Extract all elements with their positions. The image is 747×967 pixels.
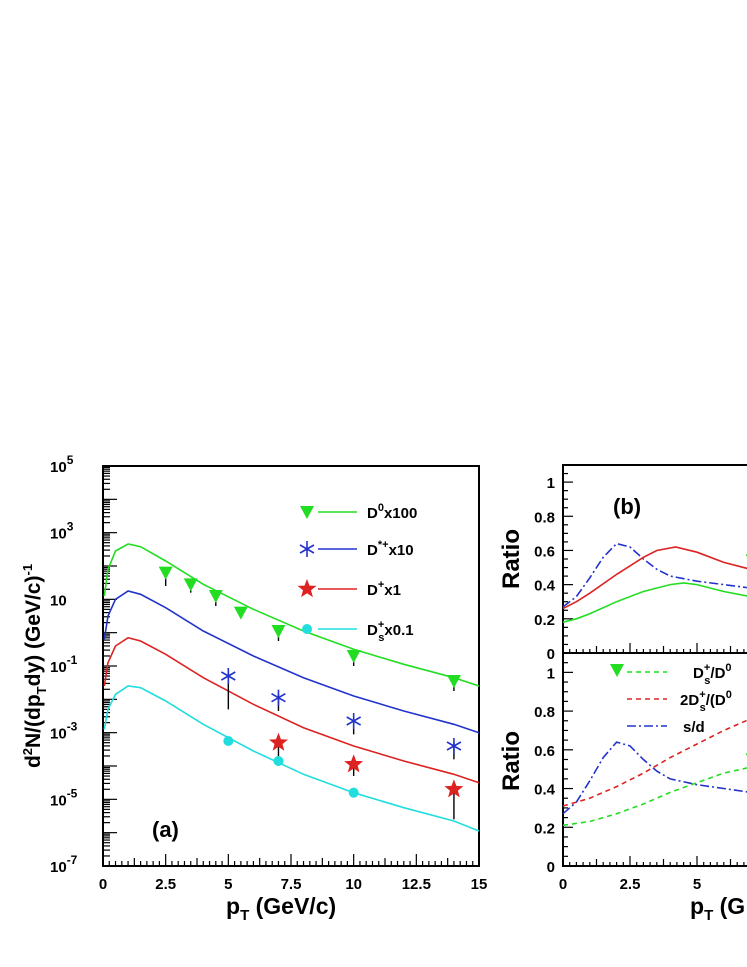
c-x-tick-label: 2.5 bbox=[620, 876, 641, 893]
a-curve-d0 bbox=[103, 543, 480, 687]
a-y-tick-label: 105 bbox=[50, 453, 74, 476]
a-point-d0 bbox=[446, 675, 461, 688]
c-y-tick-label: 0.6 bbox=[534, 743, 555, 760]
a-x-tick-label: 5 bbox=[224, 876, 232, 893]
c-curve-1 bbox=[562, 719, 747, 807]
a-legend-marker-ds bbox=[302, 624, 312, 634]
a-legend-label-ds: D+ sx0.1 bbox=[367, 619, 414, 644]
a-point-dplus bbox=[444, 779, 464, 798]
a-point-dplus bbox=[269, 732, 288, 751]
a-y-tick-label: 10-7 bbox=[50, 853, 78, 876]
b-y-tick-label: 0.2 bbox=[534, 612, 555, 629]
a-x-tick-label: 0 bbox=[99, 876, 107, 893]
a-curve-dstar bbox=[103, 590, 480, 734]
a-y-tick-label: 103 bbox=[50, 520, 74, 543]
a-point-dstar bbox=[346, 713, 362, 729]
panel-a-y-axis-title: d2N/(dpTdy) (GeV/c)-1 bbox=[20, 564, 49, 768]
a-legend-marker-dplus bbox=[297, 579, 317, 598]
a-x-tick-label: 15 bbox=[471, 876, 488, 893]
c-legend-label-1: 2D+ s/(D0 bbox=[680, 689, 732, 714]
c-x-tick-label: 0 bbox=[559, 876, 567, 893]
a-point-d0 bbox=[208, 590, 223, 603]
a-point-dstar bbox=[446, 738, 462, 754]
a-point-ds bbox=[223, 736, 234, 746]
a-point-dstar bbox=[271, 689, 286, 706]
a-point-dstar-stroke bbox=[446, 741, 462, 751]
a-point-d0 bbox=[233, 606, 248, 620]
a-legend-marker-dstar bbox=[299, 541, 315, 557]
a-point-d0 bbox=[183, 578, 198, 592]
a-curve-ds bbox=[103, 685, 480, 832]
a-y-tick-label: 10-5 bbox=[50, 786, 78, 809]
panel-b-frame bbox=[562, 464, 747, 654]
a-point-d0 bbox=[271, 625, 286, 638]
panel-c-x-axis-title: pT (G bbox=[690, 893, 745, 924]
c-legend-label-0: D+ s/D0 bbox=[693, 662, 732, 687]
panel-b-y-axis-title: Ratio bbox=[498, 529, 525, 589]
c-y-tick-label: 0.2 bbox=[534, 820, 555, 837]
b-y-tick-label: 0.4 bbox=[534, 578, 556, 595]
a-point-dstar-stroke bbox=[220, 671, 236, 681]
b-y-tick-label: 0.6 bbox=[534, 543, 555, 560]
b-curve-2 bbox=[562, 582, 747, 623]
a-point-d0 bbox=[346, 650, 361, 663]
panel-b-label: (b) bbox=[613, 494, 641, 519]
panel-b-ratios: 0 0.2 0.4 0.6 0.8 1 (b) Ratio bbox=[498, 464, 747, 663]
a-y-tick-label: 10-3 bbox=[50, 720, 78, 743]
c-y-tick-label: 1 bbox=[547, 665, 555, 682]
c-curve-2 bbox=[562, 767, 747, 827]
a-point-ds bbox=[348, 787, 359, 798]
b-y-tick-label: 1 bbox=[547, 475, 555, 492]
panel-a-x-axis-title: pT (GeV/c) bbox=[226, 893, 336, 924]
panel-a-label: (a) bbox=[152, 817, 179, 842]
a-legend-label-dplus: D+x1 bbox=[367, 579, 401, 599]
panel-a-spectra: 0 2.5 5 7.5 10 12.5 15 105 103 10 10-1 10-3 10-5 10-7… bbox=[20, 453, 487, 924]
c-y-tick-label: 0.8 bbox=[534, 704, 555, 721]
a-point-dplus bbox=[344, 754, 364, 773]
a-x-tick-label: 10 bbox=[345, 876, 362, 893]
a-point-dstar-stroke bbox=[346, 716, 362, 726]
c-y-tick-label: 0 bbox=[547, 859, 555, 876]
a-point-dstar-stroke bbox=[271, 692, 286, 703]
a-x-tick-label: 2.5 bbox=[155, 876, 176, 893]
a-legend-marker-d0 bbox=[300, 506, 314, 519]
panel-c-y-axis-title: Ratio bbox=[498, 731, 525, 791]
a-x-tick-label: 12.5 bbox=[402, 876, 431, 893]
a-legend-label-d0: D0x100 bbox=[367, 502, 417, 522]
a-legend-label-dstar: D*+x10 bbox=[367, 539, 414, 559]
a-y-tick-label: 10 bbox=[50, 592, 67, 609]
b-y-tick-label: 0 bbox=[547, 646, 555, 663]
a-y-tick-label: 10-1 bbox=[50, 653, 78, 676]
c-legend-label-2: s/d bbox=[683, 719, 705, 736]
a-point-d0 bbox=[158, 566, 173, 580]
a-curve-dplus bbox=[103, 636, 480, 784]
panel-a-frame bbox=[102, 465, 480, 867]
a-point-dstar bbox=[220, 668, 236, 684]
c-y-tick-label: 0.4 bbox=[534, 782, 556, 799]
panel-c-frame bbox=[562, 652, 747, 867]
b-curve-1 bbox=[562, 546, 747, 610]
a-point-ds bbox=[273, 756, 284, 766]
c-x-tick-label: 5 bbox=[693, 876, 701, 893]
b-y-tick-label: 0.8 bbox=[534, 509, 555, 526]
a-x-tick-label: 7.5 bbox=[281, 876, 302, 893]
c-legend-marker-0 bbox=[610, 664, 624, 677]
a-legend-marker-dstar-stroke bbox=[299, 544, 315, 554]
c-curve-0 bbox=[562, 741, 747, 815]
b-curve-0 bbox=[562, 542, 747, 608]
